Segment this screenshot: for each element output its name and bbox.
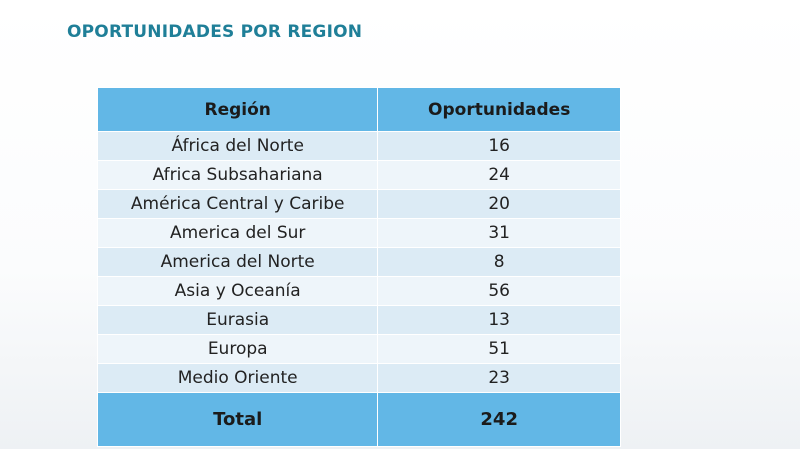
table-row: América Central y Caribe 20: [96, 189, 621, 219]
opportunities-cell: 23: [377, 363, 621, 393]
total-label: Total: [96, 392, 379, 447]
column-header-region: Región: [96, 87, 379, 132]
region-cell: Medio Oriente: [96, 363, 379, 393]
region-cell: África del Norte: [96, 131, 379, 161]
table-row: África del Norte 16: [96, 131, 621, 161]
table-row: America del Sur 31: [96, 218, 621, 248]
table-row: Medio Oriente 23: [96, 363, 621, 393]
total-value: 242: [377, 392, 621, 447]
page-title: OPORTUNIDADES POR REGION: [67, 22, 363, 42]
opportunities-cell: 31: [377, 218, 621, 248]
table-header-row: Región Oportunidades: [96, 87, 621, 132]
region-cell: Europa: [96, 334, 379, 364]
opportunities-cell: 56: [377, 276, 621, 306]
table-row: Europa 51: [96, 334, 621, 364]
region-cell: America del Sur: [96, 218, 379, 248]
opportunities-cell: 8: [377, 247, 621, 277]
table-row: Eurasia 13: [96, 305, 621, 335]
table-row: Africa Subsahariana 24: [96, 160, 621, 190]
opportunities-cell: 20: [377, 189, 621, 219]
opportunities-cell: 51: [377, 334, 621, 364]
table-row: America del Norte 8: [96, 247, 621, 277]
table-row: Asia y Oceanía 56: [96, 276, 621, 306]
region-cell: America del Norte: [96, 247, 379, 277]
opportunities-table: Región Oportunidades África del Norte 16…: [96, 87, 621, 447]
region-cell: Eurasia: [96, 305, 379, 335]
opportunities-cell: 16: [377, 131, 621, 161]
column-header-opportunities: Oportunidades: [377, 87, 621, 132]
opportunities-cell: 13: [377, 305, 621, 335]
region-cell: América Central y Caribe: [96, 189, 379, 219]
region-cell: Asia y Oceanía: [96, 276, 379, 306]
region-cell: Africa Subsahariana: [96, 160, 379, 190]
table-total-row: Total 242: [96, 392, 621, 447]
opportunities-cell: 24: [377, 160, 621, 190]
